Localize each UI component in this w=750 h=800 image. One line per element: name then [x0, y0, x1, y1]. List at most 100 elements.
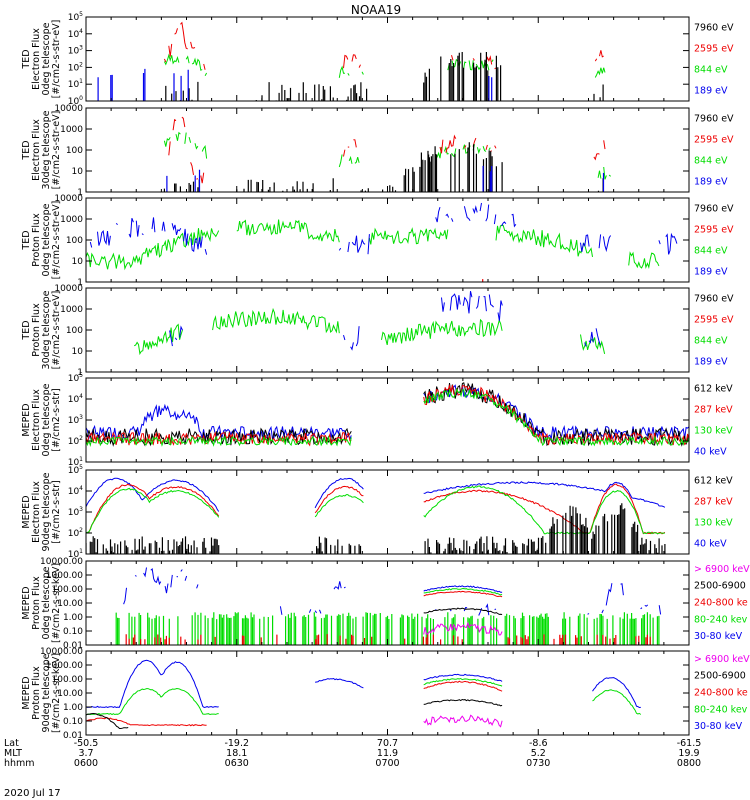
series-green — [595, 68, 608, 78]
series-red — [451, 55, 497, 70]
y-tick-label: 103 — [68, 506, 83, 518]
legend-label: 7960 eV — [694, 204, 734, 215]
plot-area — [86, 203, 678, 282]
legend-label: 7960 eV — [694, 114, 734, 125]
y-tick-label: 103 — [68, 414, 83, 426]
y-tick-label: 100 — [66, 146, 83, 156]
series-red — [314, 485, 364, 514]
y-tick-label: 102 — [68, 435, 83, 447]
y-tick-label: 0.01 — [63, 731, 83, 741]
y-axis-label: MEPEDProton Flux90deg telescope[#/cm2-s-… — [21, 653, 62, 733]
legend-label: 189 eV — [694, 357, 728, 368]
y-tick-label: 105 — [68, 372, 83, 384]
series-blue — [580, 234, 612, 253]
y-tick-label: 1 — [77, 368, 83, 378]
x-tick-label: 0800 — [677, 758, 701, 769]
plot-area — [86, 382, 689, 447]
x-tick-label: 0700 — [375, 758, 399, 769]
y-tick-label: 0.10 — [63, 717, 83, 727]
series-blue — [442, 291, 507, 321]
x-tick-label: 0630 — [225, 758, 249, 769]
legend-label: 2500-6900 — [694, 671, 746, 682]
date-label: 2020 Jul 17 — [4, 788, 61, 799]
series-black — [346, 82, 368, 101]
series-red — [86, 717, 207, 727]
series-black — [597, 178, 604, 192]
y-tick-label: 1000 — [60, 215, 83, 225]
series-blue — [166, 169, 201, 192]
figure-title: NOAA19 — [351, 3, 401, 17]
legend-label: 2595 eV — [694, 315, 734, 326]
legend-label: 2500-6900 — [694, 581, 746, 592]
plot-area — [86, 659, 642, 729]
series-black — [591, 84, 604, 101]
y-tick-label: 10 — [72, 257, 84, 267]
y-tick-label: 102 — [68, 61, 83, 73]
y-tick-label: 0.10 — [63, 627, 83, 637]
series-black — [423, 698, 503, 707]
series-red — [423, 680, 503, 692]
panel-frame — [85, 107, 690, 193]
series-green — [339, 155, 363, 168]
x-row-label: Lat — [4, 738, 19, 749]
y-tick-label: 10.00 — [57, 689, 83, 699]
legend-label: 844 eV — [694, 336, 728, 347]
y-axis-label: TEDProton Flux0deg telescope[#/cm2-s-str… — [21, 201, 62, 280]
series-red — [423, 590, 503, 598]
series-blue — [338, 234, 370, 255]
series-blue — [124, 568, 204, 605]
x-tick-label: 19.9 — [678, 748, 699, 759]
series-blue — [86, 403, 352, 441]
x-row-label: hhmm — [4, 758, 35, 769]
series-black — [423, 607, 503, 615]
series-blue — [173, 69, 189, 101]
legend-label: 287 keV — [694, 497, 733, 508]
y-axis-label: TEDElectron Flux30deg telescope[#/cm2-s-… — [21, 110, 62, 189]
series-red — [125, 634, 651, 645]
y-tick-label: 102 — [68, 527, 83, 539]
series-green — [133, 323, 183, 356]
chart-panel: 0.01 0.10 1.00 10.00 100.00 1000.00 10000.00ME… — [21, 647, 750, 741]
series-green — [86, 687, 219, 716]
series-green — [628, 251, 660, 270]
y-tick-label: 0.01 — [63, 641, 83, 651]
legend-label: 189 eV — [694, 177, 728, 188]
y-tick-label: 1000 — [60, 125, 83, 135]
legend-label: 2595 eV — [694, 135, 734, 146]
y-tick-label: 1000.00 — [46, 661, 83, 671]
y-tick-label: 10 — [72, 347, 84, 357]
x-tick-label: 0600 — [74, 758, 98, 769]
series-blue — [592, 677, 641, 709]
series-blue — [423, 481, 666, 508]
series-green — [495, 224, 593, 257]
y-tick-label: 10.00 — [57, 599, 83, 609]
legend-label: 189 eV — [694, 267, 728, 278]
series-blue — [423, 673, 503, 682]
plot-area — [163, 117, 611, 192]
series-magenta — [423, 621, 503, 636]
y-tick-label: 1.00 — [63, 613, 83, 623]
y-tick-label: 104 — [68, 485, 83, 497]
series-blue — [585, 328, 604, 346]
x-row-label: MLT — [4, 748, 22, 759]
legend-label: 130 keV — [694, 426, 733, 437]
series-blue — [436, 203, 519, 233]
series-red — [594, 140, 611, 159]
series-black — [423, 52, 502, 101]
x-tick-label: 70.7 — [377, 738, 398, 749]
panel-frame — [85, 377, 690, 463]
series-blue — [279, 581, 346, 615]
series-blue — [344, 326, 363, 349]
series-blue — [315, 677, 364, 689]
series-green — [212, 307, 340, 334]
legend-label: 2595 eV — [694, 44, 734, 55]
series-red — [439, 134, 497, 154]
panel-frame — [85, 287, 690, 373]
legend-label: 287 keV — [694, 405, 733, 416]
legend-label: 80-240 kev — [694, 614, 748, 625]
series-black — [86, 712, 129, 729]
x-tick-label: 0730 — [526, 758, 550, 769]
legend-label: 189 eV — [694, 86, 728, 97]
